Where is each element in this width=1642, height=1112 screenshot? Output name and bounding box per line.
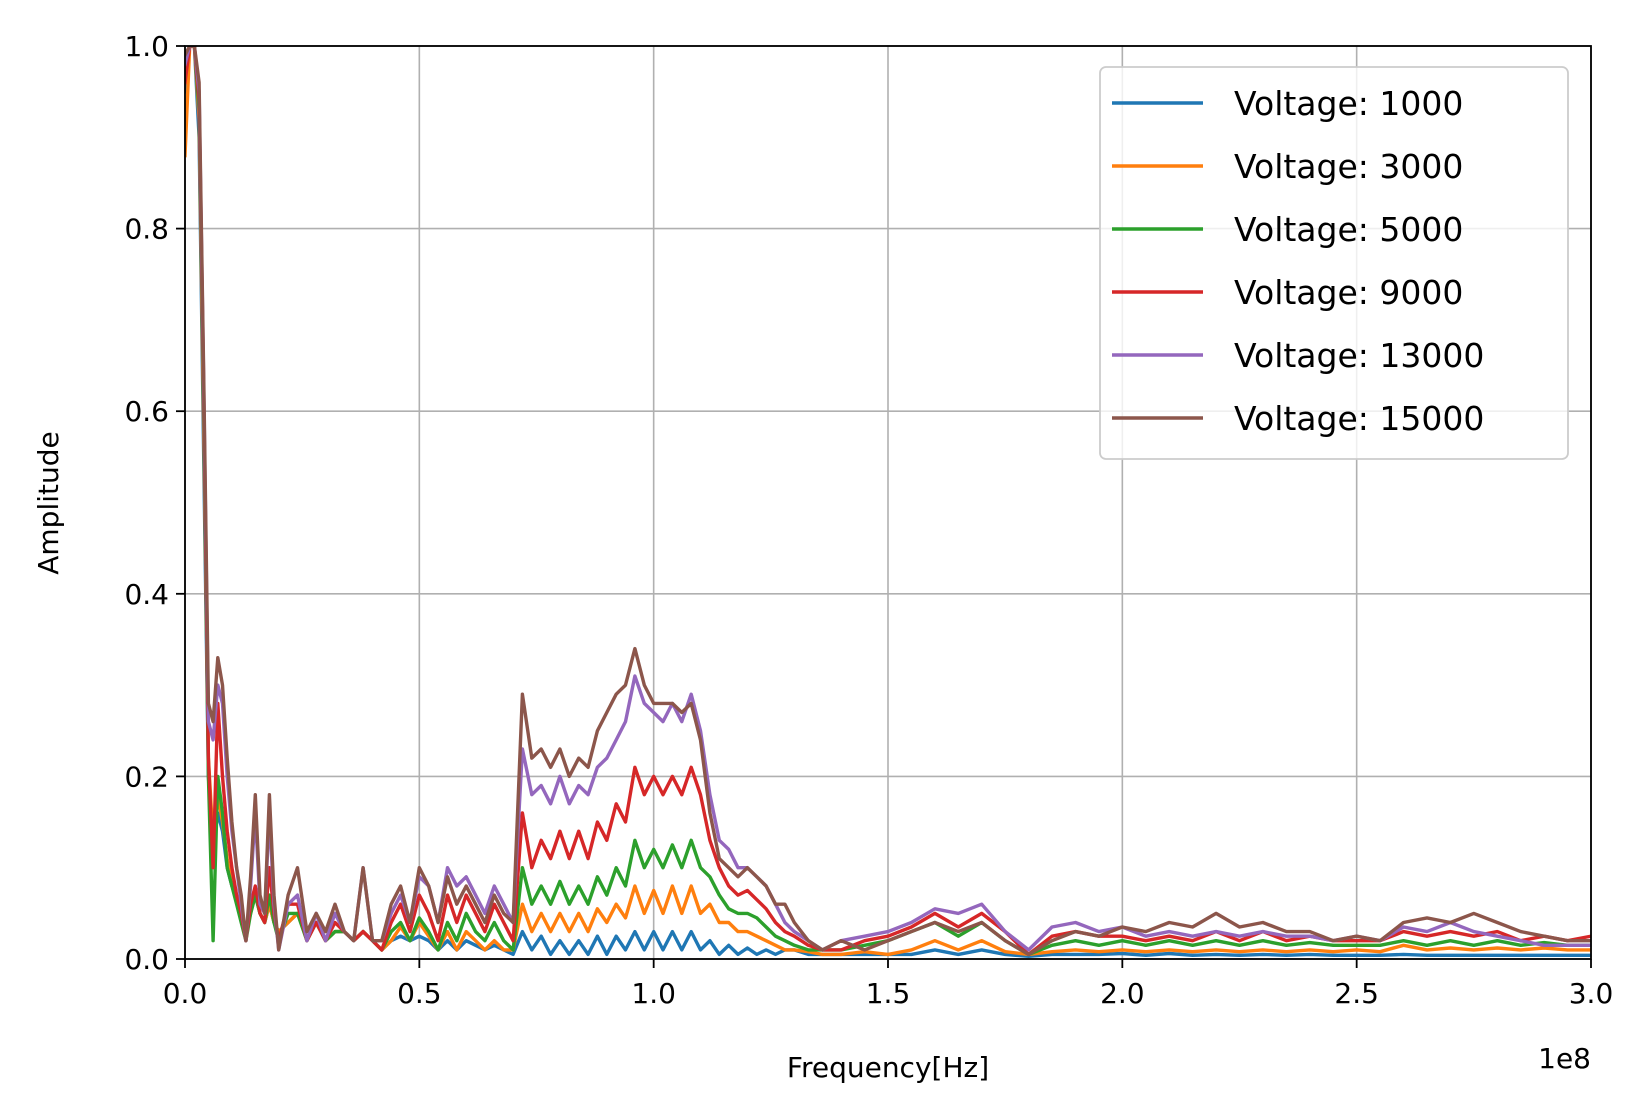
x-axis-label: Frequency[Hz]: [787, 1051, 989, 1084]
y-tick-label: 1.0: [124, 30, 169, 63]
y-tick-label: 0.6: [124, 395, 169, 428]
y-tick-label: 0.4: [124, 578, 169, 611]
legend-label: Voltage: 9000: [1234, 273, 1463, 312]
legend-label: Voltage: 3000: [1234, 147, 1463, 186]
y-axis: 0.0 0.2 0.4 0.6 0.8 1.0: [124, 30, 185, 976]
x-tick-label: 2.5: [1334, 977, 1379, 1010]
x-tick-label: 1.0: [631, 977, 676, 1010]
legend-label: Voltage: 13000: [1234, 336, 1484, 375]
x-tick-label: 1.5: [866, 977, 911, 1010]
legend-label: Voltage: 1000: [1234, 84, 1463, 123]
legend-label: Voltage: 15000: [1234, 399, 1484, 438]
x-tick-label: 0.0: [163, 977, 208, 1010]
y-tick-label: 0.2: [124, 760, 169, 793]
series-line-4: [185, 46, 1591, 957]
x-tick-label: 2.0: [1100, 977, 1145, 1010]
x-tick-label: 3.0: [1569, 977, 1614, 1010]
series-line-6: [185, 46, 1591, 957]
y-axis-label: Amplitude: [32, 431, 65, 575]
series-line-3: [185, 46, 1591, 957]
x-axis: 0.0 0.5 1.0 1.5 2.0 2.5 3.0: [163, 959, 1614, 1010]
y-tick-label: 0.8: [124, 213, 169, 246]
legend: Voltage: 1000 Voltage: 3000 Voltage: 5000 V…: [1099, 66, 1569, 460]
x-tick-label: 0.5: [397, 977, 442, 1010]
legend-box: [1099, 66, 1569, 460]
x-axis-offset-text: 1e8: [1538, 1042, 1591, 1075]
series-layer: [185, 46, 1591, 958]
y-tick-label: 0.0: [124, 943, 169, 976]
legend-label: Voltage: 5000: [1234, 210, 1463, 249]
